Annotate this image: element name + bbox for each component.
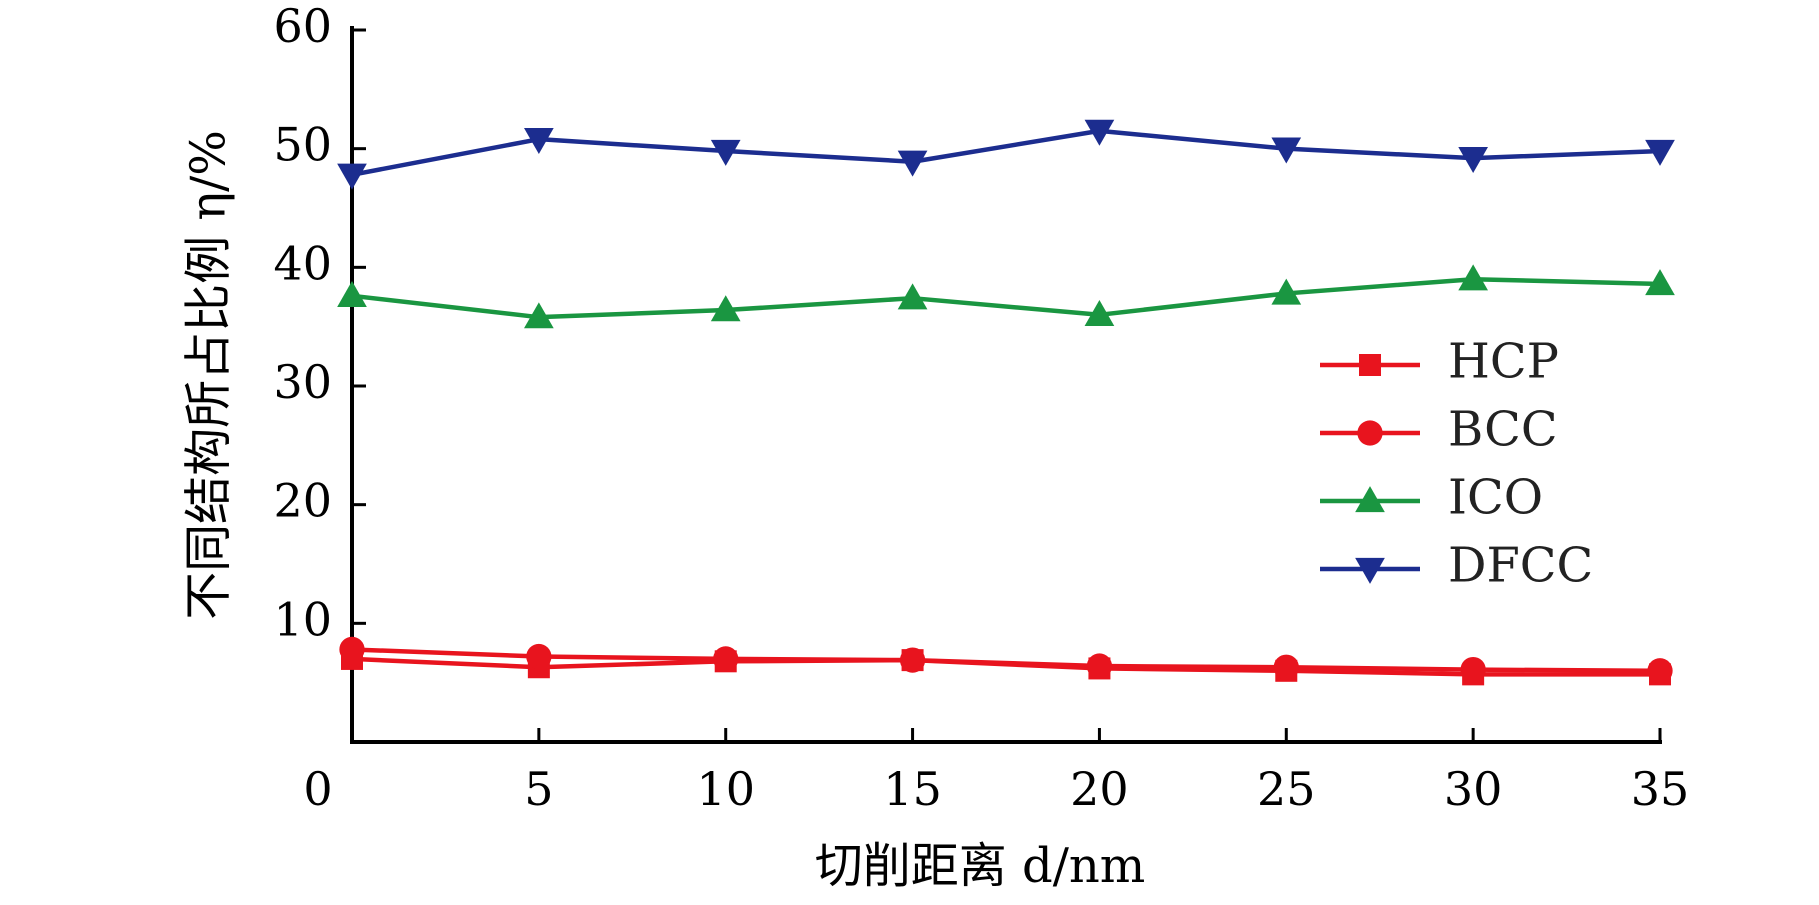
data-point-dfcc	[337, 163, 367, 190]
data-point-ico	[524, 302, 554, 329]
legend-item-bcc: BCC	[1320, 402, 1558, 458]
legend-label-hcp: HCP	[1448, 334, 1559, 390]
series-ico	[337, 264, 1675, 329]
data-point-ico	[897, 283, 928, 310]
data-point-bcc	[1086, 653, 1113, 679]
x-tick-label: 5	[524, 762, 553, 816]
legend-marker-dfcc	[1355, 557, 1385, 584]
series-line-ico	[351, 276, 1661, 320]
data-point-ico	[1645, 269, 1675, 296]
series-dfcc	[337, 119, 1675, 190]
series-line-dfcc	[351, 128, 1661, 177]
y-tick-label: 60	[273, 0, 332, 53]
series-bcc	[339, 636, 1673, 684]
legend-item-hcp: HCP	[1320, 334, 1559, 390]
legend: HCP BCC ICO DFCC	[1320, 334, 1593, 594]
data-point-ico	[1271, 278, 1302, 305]
data-point-bcc	[339, 636, 365, 663]
x-tick-label: 25	[1257, 762, 1316, 816]
legend-marker-bcc	[1357, 420, 1383, 446]
data-point-dfcc	[710, 139, 741, 166]
legend-label-dfcc: DFCC	[1448, 538, 1593, 594]
x-tick-label: 35	[1631, 762, 1690, 816]
y-tick-label: 40	[273, 236, 332, 290]
legend-item-dfcc: DFCC	[1320, 538, 1593, 594]
data-point-bcc	[713, 646, 739, 672]
data-point-dfcc	[1084, 119, 1115, 146]
data-point-ico	[337, 280, 367, 307]
data-point-dfcc	[1271, 137, 1302, 164]
legend-label-bcc: BCC	[1448, 402, 1558, 458]
legend-marker-ico	[1355, 486, 1385, 513]
legend-marker-hcp	[1359, 354, 1381, 376]
data-point-dfcc	[897, 150, 928, 177]
legend-item-ico: ICO	[1320, 470, 1543, 526]
y-tick-label: 10	[273, 592, 332, 646]
x-tick-label: 20	[1070, 762, 1129, 816]
y-tick-label: 20	[273, 474, 332, 528]
y-tick-label: 50	[273, 118, 332, 172]
data-point-dfcc	[1645, 139, 1675, 166]
data-point-ico	[1084, 299, 1115, 326]
data-point-ico	[710, 295, 741, 322]
x-tick-label: 15	[883, 762, 942, 816]
data-point-bcc	[526, 643, 552, 670]
x-tick-label: 0	[303, 762, 332, 816]
legend-label-ico: ICO	[1448, 470, 1543, 526]
data-point-bcc	[899, 647, 926, 673]
data-point-bcc	[1273, 654, 1299, 680]
y-axis-label: 不同结构所占比例 η/%	[181, 130, 237, 620]
data-point-bcc	[1460, 656, 1486, 683]
x-axis-label: 切削距离 d/nm	[815, 838, 1146, 894]
y-axis-label-group: 不同结构所占比例 η/%	[181, 130, 237, 620]
axes: 0 5 10 15 20 25 30 35 10 20 30 40 50 60	[273, 0, 1689, 816]
data-point-dfcc	[1458, 147, 1488, 174]
data-point-bcc	[1647, 658, 1673, 684]
y-tick-label: 30	[273, 355, 332, 409]
series-line-bcc	[351, 647, 1661, 674]
x-tick-label: 30	[1444, 762, 1503, 816]
series-layer	[337, 119, 1675, 686]
x-tick-label: 10	[696, 762, 755, 816]
data-point-ico	[1458, 264, 1488, 291]
data-point-dfcc	[524, 128, 554, 155]
